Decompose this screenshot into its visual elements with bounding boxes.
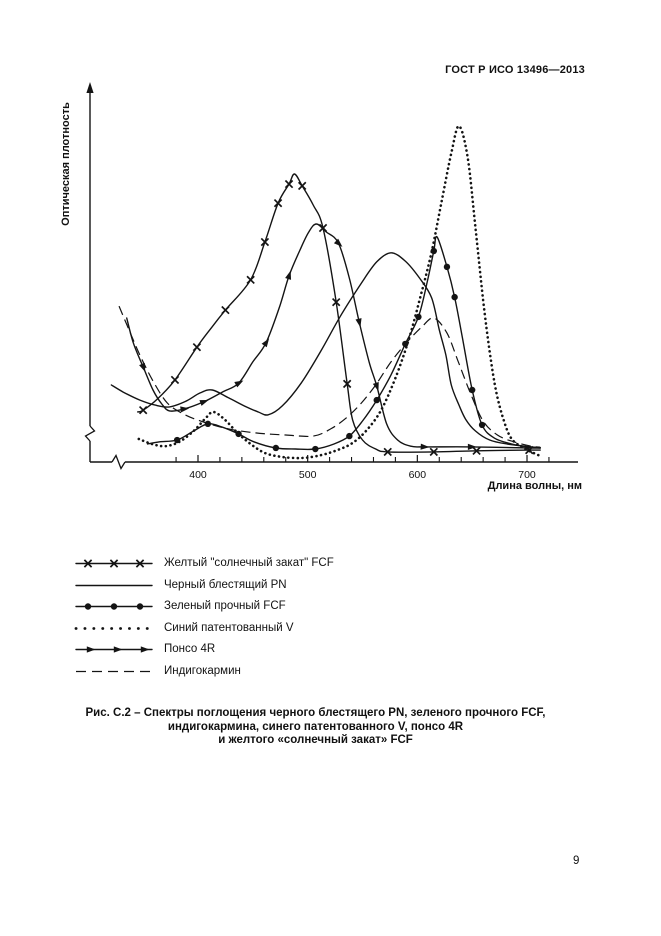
x-marker-icon bbox=[109, 559, 119, 568]
y-axis-arrow-icon bbox=[86, 82, 94, 93]
x-tick-label: 500 bbox=[299, 469, 317, 481]
circle-marker-icon bbox=[312, 445, 319, 453]
arrow-marker-icon bbox=[261, 338, 270, 348]
circle-marker-icon bbox=[84, 603, 92, 610]
x-marker-icon bbox=[273, 198, 283, 208]
series-markers-fast-green-fcf bbox=[173, 247, 486, 453]
series-markers-sunset-yellow-fcf bbox=[138, 179, 534, 457]
arrow-marker-icon bbox=[234, 380, 244, 388]
legend-label: Индигокармин bbox=[164, 664, 241, 677]
arrow-marker-icon bbox=[140, 646, 150, 653]
doc-header: ГОСТ Р ИСО 13496—2013 bbox=[445, 64, 585, 76]
legend-item-fast-green-fcf: Зеленый прочный FCF bbox=[73, 599, 334, 613]
legend-label: Синий патентованный V bbox=[164, 621, 294, 634]
caption-line-1: Рис. С.2 – Спектры поглощения черного бл… bbox=[85, 707, 546, 719]
x-marker-icon bbox=[284, 179, 294, 189]
arrow-marker-icon bbox=[355, 318, 362, 328]
series-curve-patent-blue-v bbox=[137, 124, 542, 460]
circle-marker-icon bbox=[110, 603, 118, 610]
x-marker-icon bbox=[472, 446, 481, 456]
arrow-marker-icon bbox=[139, 362, 146, 373]
x-marker-icon bbox=[138, 405, 148, 415]
x-marker-icon bbox=[246, 275, 255, 285]
legend-item-indigo-carmine: Индигокармин bbox=[73, 664, 334, 678]
legend-item-brilliant-black-pn: Черный блестящий PN bbox=[73, 578, 334, 592]
legend-sample-markers bbox=[83, 559, 145, 568]
circle-marker-icon bbox=[468, 386, 476, 394]
arrow-marker-icon bbox=[113, 646, 123, 653]
series-curve-brilliant-black-pn bbox=[110, 252, 541, 449]
legend-sample-fast-green-fcf bbox=[75, 603, 153, 610]
x-axis-break-icon bbox=[111, 454, 126, 470]
legend-label: Желтый "солнечный закат" FCF bbox=[164, 557, 334, 569]
arrow-marker-icon bbox=[467, 443, 477, 450]
series-markers-ponceau-4r bbox=[139, 238, 477, 450]
circle-marker-icon bbox=[272, 444, 280, 452]
x-marker-icon bbox=[192, 342, 202, 352]
legend-sample-markers bbox=[84, 603, 144, 610]
x-tick-label: 400 bbox=[189, 469, 207, 481]
circle-marker-icon bbox=[478, 421, 486, 429]
legend-label: Черный блестящий PN bbox=[164, 578, 287, 591]
x-marker-icon bbox=[221, 305, 230, 315]
circle-marker-icon bbox=[373, 396, 380, 404]
figure-caption: Рис. С.2 – Спектры поглощения черного бл… bbox=[0, 707, 631, 748]
arrow-marker-icon bbox=[285, 270, 292, 280]
chart-legend: Желтый "солнечный закат" FCF Черный блест… bbox=[73, 556, 334, 686]
arrow-marker-icon bbox=[86, 646, 96, 653]
arrow-marker-icon bbox=[420, 443, 430, 450]
x-marker-icon bbox=[297, 181, 307, 191]
x-marker-icon bbox=[83, 559, 93, 568]
legend-label: Понсо 4R bbox=[164, 643, 216, 656]
legend-sample-patent-blue-v bbox=[74, 626, 154, 630]
caption-line-3: и желтого «солнечный закат» FCF bbox=[218, 734, 413, 746]
x-axis-title: Длина волны, нм bbox=[488, 480, 582, 492]
x-marker-icon bbox=[135, 559, 145, 568]
legend-sample-ponceau-4r bbox=[75, 646, 153, 653]
arrow-marker-icon bbox=[199, 399, 209, 406]
x-tick-label: 600 bbox=[409, 469, 427, 481]
legend-label: Зеленый прочный FCF bbox=[164, 600, 286, 613]
x-marker-icon bbox=[260, 237, 270, 247]
series-curve-indigo-carmine bbox=[118, 305, 541, 448]
legend-item-sunset-yellow-fcf: Желтый "солнечный закат" FCF bbox=[73, 556, 334, 570]
y-axis-title: Оптическая плотность bbox=[60, 102, 72, 226]
legend-sample-indigo-carmine bbox=[76, 670, 152, 673]
circle-marker-icon bbox=[204, 420, 212, 428]
x-marker-icon bbox=[429, 447, 438, 457]
series-curve-ponceau-4r bbox=[126, 223, 541, 449]
legend-sample-sunset-yellow-fcf bbox=[75, 559, 153, 568]
legend-sample-brilliant-black-pn bbox=[75, 584, 153, 586]
circle-marker-icon bbox=[451, 293, 458, 301]
legend-item-patent-blue-v: Синий патентованный V bbox=[73, 621, 334, 635]
series-curve-sunset-yellow-fcf bbox=[136, 173, 541, 453]
x-marker-icon bbox=[383, 447, 392, 457]
x-marker-icon bbox=[170, 375, 180, 385]
legend-sample-markers bbox=[86, 646, 150, 653]
circle-marker-icon bbox=[346, 432, 353, 440]
y-axis-break-icon bbox=[84, 425, 96, 442]
circle-marker-icon bbox=[443, 263, 451, 271]
x-tick-label: 700 bbox=[518, 469, 536, 481]
x-marker-icon bbox=[342, 379, 352, 389]
arrow-marker-icon bbox=[333, 238, 343, 247]
page-number: 9 bbox=[573, 855, 580, 867]
caption-line-2: индигокармина, синего патентованного V, … bbox=[167, 720, 464, 733]
arrow-marker-icon bbox=[372, 382, 379, 392]
x-marker-icon bbox=[331, 297, 341, 307]
circle-marker-icon bbox=[136, 603, 144, 610]
arrow-marker-icon bbox=[180, 406, 190, 413]
legend-item-ponceau-4r: Понсо 4R bbox=[73, 642, 334, 656]
